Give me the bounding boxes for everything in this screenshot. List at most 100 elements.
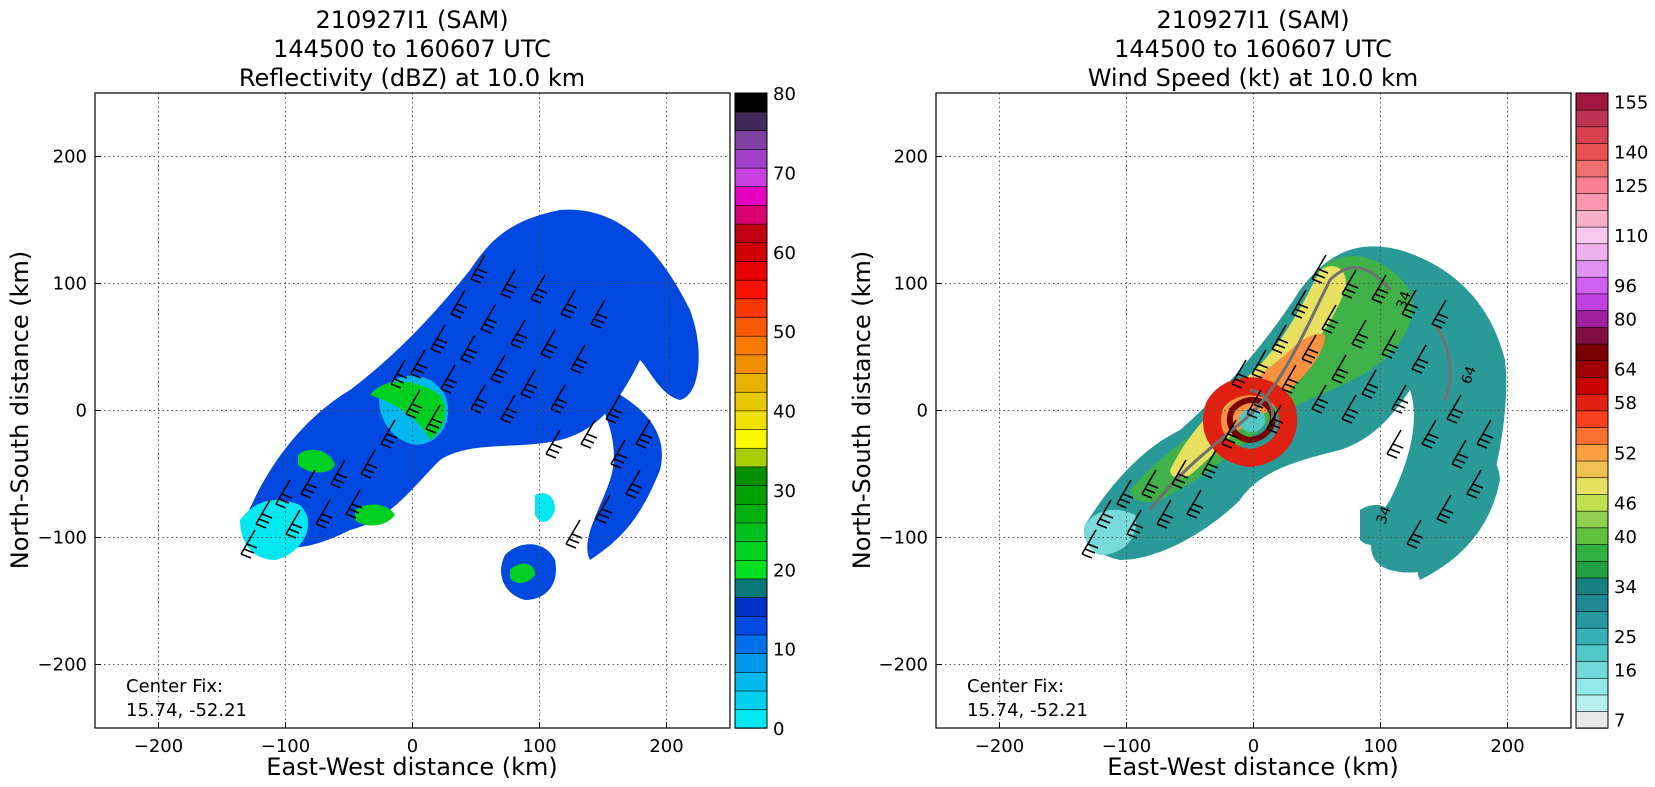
reflectivity-wind-barb-36 [425,404,443,434]
wind-colorbar-segment-15 [1575,460,1609,479]
wind-wind-barb-18 [1341,394,1359,424]
wind-colorbar-segment-16 [1575,443,1609,462]
reflectivity-colorbar-segment-2 [734,671,768,692]
reflectivity-wind-barb-30 [315,499,333,529]
wind-colorbar-segment-6 [1575,610,1609,629]
wind-wind-barb-12 [1331,354,1349,384]
reflectivity-wind-barb-19 [580,419,598,449]
reflectivity-wind-barb-35 [390,359,408,389]
wind-wind-barb-11 [1301,334,1319,364]
reflectivity-wind-barb-24 [380,419,398,449]
reflectivity-colorbar-segment-9 [734,540,768,561]
wind-wind-barb-14 [1391,384,1409,414]
reflectivity-wind-barb-2 [530,274,548,304]
reflectivity-colorbar-label-6: 60 [773,243,796,264]
wind-colorbar-label-11: 110 [1614,226,1648,247]
wind-wind-barb-30 [1156,499,1174,529]
wind-wind-barb-9 [1411,344,1429,374]
reflectivity-wind-barb-6 [480,304,498,334]
wind-colorbar-segment-27 [1575,259,1609,278]
wind-x-tick-label-2: 0 [1248,736,1259,757]
reflectivity-colorbar-label-0: 0 [773,719,784,740]
reflectivity-wind-barb-23 [565,519,583,549]
wind-wind-barb-22 [1436,494,1454,524]
reflectivity-wind-barb-12 [490,354,508,384]
wind-island [1360,505,1395,545]
reflectivity-colorbar-segment-3 [734,652,768,673]
reflectivity-wind-barb-0 [470,254,488,284]
reflectivity-wind-barb-33 [240,529,258,559]
wind-wind-barb-25 [1201,449,1219,479]
wind-contour-labels: 34 34 64 [1374,289,1480,526]
reflectivity-wind-barb-38 [605,394,623,424]
reflectivity-wind-barb-18 [500,394,518,424]
reflectivity-wind-barb-31 [285,509,303,539]
reflectivity-y-tick-label-1: −100 [38,528,87,549]
wind-colorbar-segment-19 [1575,393,1609,412]
wind-contour-34-a [1148,266,1392,511]
reflectivity-colorbar-segment-1 [734,690,768,711]
reflectivity-convective-2 [298,449,335,473]
reflectivity-wind-barb-8 [540,329,558,359]
reflectivity-colorbar-segment-0 [734,709,768,729]
reflectivity-wind-barb-28 [275,479,293,509]
wind-wind-barb-27 [1141,469,1159,499]
reflectivity-colorbar-segment-15 [734,428,768,449]
wind-colorbar-segment-21 [1575,360,1609,378]
wind-colorbar-segment-34 [1575,142,1609,161]
wind-colorbar-label-0: 7 [1614,711,1625,732]
wind-colorbar-label-3: 34 [1614,577,1637,598]
wind-colorbar-segment-32 [1575,176,1609,194]
wind-colorbar-segment-26 [1575,276,1609,295]
wind-colorbar-segment-20 [1575,376,1609,395]
wind-contour-label-34-a: 34 [1374,504,1395,526]
wind-title-line-1: 210927I1 (SAM) [1156,6,1349,34]
wind-wind-barb-4 [1431,299,1449,329]
reflectivity-colorbar-segment-21 [734,316,768,337]
wind-colorbar-segment-22 [1575,343,1609,362]
reflectivity-colorbar-label-3: 30 [773,481,796,502]
wind-y-tick-label-4: 200 [894,147,928,168]
wind-colorbar-segment-2 [1575,677,1609,696]
wind-y-tick-label-2: 0 [917,401,928,422]
reflectivity-colorbar-segment-14 [734,447,768,468]
wind-colorbar-label-1: 16 [1614,661,1637,682]
wind-wind-barb-34 [1246,389,1264,419]
reflectivity-colorbar-segment-27 [734,204,768,225]
wind-colorbar-segment-23 [1575,326,1609,345]
reflectivity-colorbar-segment-12 [734,484,768,505]
wind-wind-barb-3 [1401,289,1419,319]
reflectivity-colorbar-segment-26 [734,223,768,244]
reflectivity-colorbar-label-2: 20 [773,560,796,581]
wind-wind-barb-7 [1351,319,1369,349]
reflectivity-wind-barb-10 [430,324,448,354]
wind-colorbar-label-12: 125 [1614,176,1648,197]
wind-wind-barb-39 [1476,419,1494,449]
reflectivity-x-tick-label-0: −200 [134,736,183,757]
reflectivity-wind-barbs [240,254,653,559]
reflectivity-wind-barb-9 [570,344,588,374]
wind-y-tick-label-3: 100 [894,274,928,295]
reflectivity-y-tick-label-2: 0 [76,401,87,422]
reflectivity-wind-barb-25 [360,449,378,479]
reflectivity-wind-barb-15 [410,349,428,379]
reflectivity-ylabel: North-South distance (km) [6,251,34,570]
wind-colorbar-segment-0 [1575,710,1609,729]
wind-wind-barb-33 [1081,529,1099,559]
wind-wind-barb-31 [1126,509,1144,539]
reflectivity-wind-barb-29 [345,489,363,519]
wind-colorbar-segment-14 [1575,477,1609,495]
wind-colorbar-segment-3 [1575,660,1609,679]
reflectivity-convective-3 [355,504,395,526]
wind-colorbar-segment-35 [1575,126,1609,144]
reflectivity-wind-barb-39 [635,419,653,449]
wind-colorbar-segment-11 [1575,527,1609,545]
wind-colorbar-label-5: 46 [1614,493,1637,514]
wind-ylabel: North-South distance (km) [848,251,876,570]
reflectivity-colorbar-segment-33 [734,92,768,113]
wind-wind-barb-19 [1421,419,1439,449]
wind-y-tick-label-0: −200 [879,655,928,676]
wind-colorbar-segment-5 [1575,627,1609,646]
wind-wind-barb-6 [1321,304,1339,334]
wind-colorbar-segment-18 [1575,410,1609,428]
